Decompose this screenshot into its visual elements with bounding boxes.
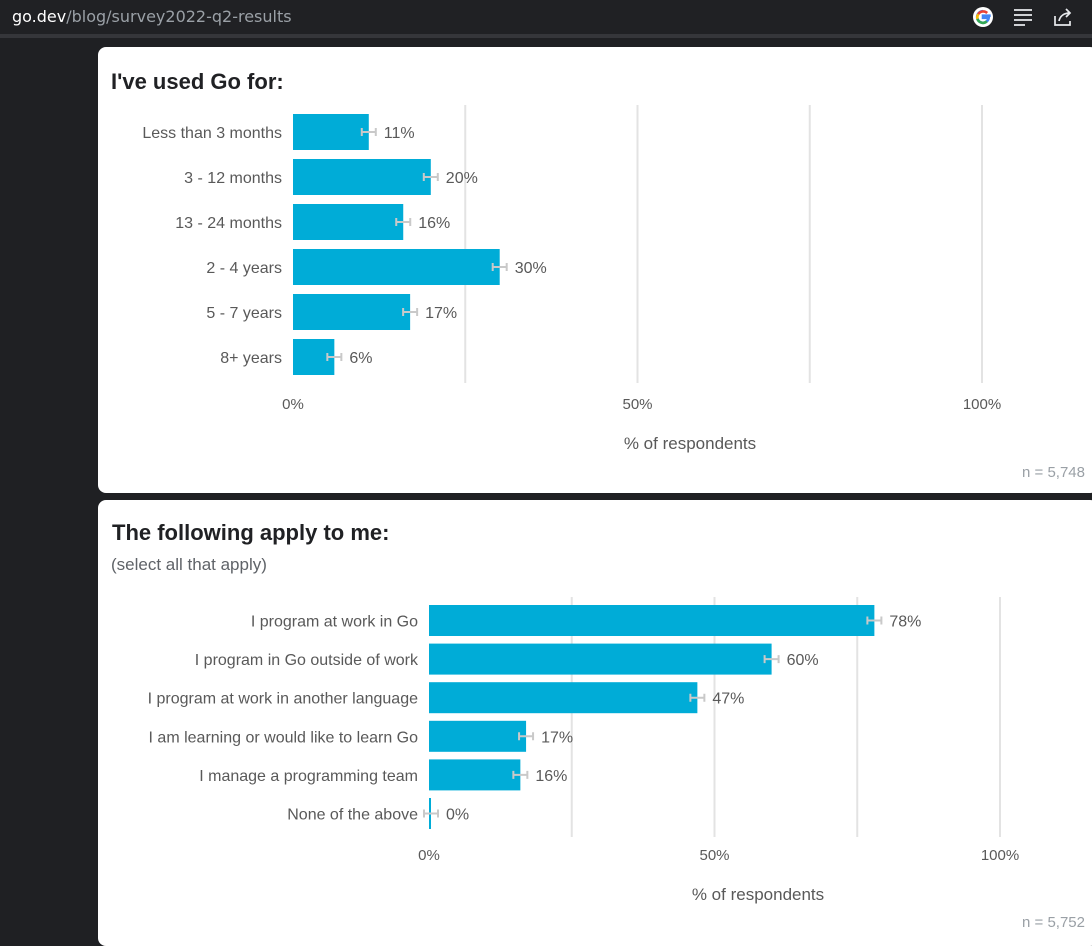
error-bar	[866, 616, 883, 625]
error-bar	[402, 308, 419, 316]
category-label: 5 - 7 years	[206, 305, 282, 322]
bar-chart-years-using-go: Less than 3 months 11% 3 - 12 months 20% 13 …	[142, 105, 1001, 453]
bar	[293, 294, 411, 330]
x-tick-label: 0%	[418, 847, 440, 864]
bar	[293, 204, 404, 240]
category-label: I program at work in Go	[251, 614, 418, 631]
value-label: 30%	[515, 260, 547, 277]
value-label: 6%	[349, 350, 372, 367]
value-label: 60%	[787, 652, 819, 669]
category-label: 8+ years	[220, 350, 282, 367]
bar-chart-apply-to-me: I program at work in Go 78% I program in G…	[148, 597, 1019, 904]
sample-size-label: n = 5,748	[1022, 464, 1085, 481]
chart-subtitle: (select all that apply)	[111, 555, 267, 574]
chart-title: I've used Go for:	[111, 69, 284, 94]
sample-size-label: n = 5,752	[1022, 914, 1085, 931]
bar	[429, 643, 772, 675]
error-bar	[360, 128, 377, 136]
bar	[429, 759, 521, 791]
chart-title: The following apply to me:	[112, 520, 390, 545]
category-label: None of the above	[287, 807, 418, 824]
error-bar	[422, 173, 439, 181]
bar	[429, 720, 527, 752]
category-label: Less than 3 months	[142, 125, 282, 142]
chart-card-apply-to-me: The following apply to me: (select all t…	[98, 500, 1092, 946]
url-path: /blog/survey2022-q2-results	[66, 7, 292, 26]
x-axis-label: % of respondents	[692, 885, 824, 904]
bar	[293, 114, 369, 150]
url-host: go.dev	[12, 7, 67, 26]
error-bar	[763, 655, 780, 664]
value-label: 17%	[425, 305, 457, 322]
value-label: 16%	[418, 215, 450, 232]
value-label: 17%	[541, 729, 573, 746]
category-label: 13 - 24 months	[175, 215, 282, 232]
error-bar	[326, 353, 343, 361]
address-bar[interactable]: go.dev/blog/survey2022-q2-results	[12, 6, 292, 28]
x-tick-label: 50%	[622, 396, 652, 413]
bar	[293, 159, 431, 195]
x-tick-label: 100%	[981, 847, 1019, 864]
error-bar	[689, 693, 706, 702]
x-tick-label: 0%	[282, 396, 304, 413]
bar	[429, 605, 875, 636]
toolbar-divider	[0, 34, 1092, 38]
browser-toolbar: go.dev/blog/survey2022-q2-results	[0, 0, 1092, 34]
error-bar	[491, 263, 508, 271]
error-bar	[423, 809, 439, 818]
bar	[293, 249, 500, 285]
bar	[429, 682, 698, 714]
category-label: 3 - 12 months	[184, 170, 282, 187]
reader-mode-icon[interactable]	[1012, 6, 1034, 28]
chart-card-years-using-go: I've used Go for: Less than 3 months 11% 3…	[98, 47, 1092, 493]
category-label: I program at work in another language	[148, 691, 418, 708]
category-label: I manage a programming team	[199, 768, 418, 785]
value-label: 16%	[535, 768, 567, 785]
value-label: 78%	[889, 614, 921, 631]
value-label: 20%	[446, 170, 478, 187]
x-axis-label: % of respondents	[624, 434, 756, 453]
x-tick-label: 50%	[699, 847, 729, 864]
x-tick-label: 100%	[963, 396, 1001, 413]
category-label: 2 - 4 years	[206, 260, 282, 277]
value-label: 0%	[446, 807, 469, 824]
error-bar	[512, 770, 529, 779]
google-icon[interactable]	[972, 6, 994, 28]
category-label: I program in Go outside of work	[195, 652, 419, 669]
category-label: I am learning or would like to learn Go	[149, 729, 419, 746]
share-icon[interactable]	[1052, 6, 1074, 28]
value-label: 11%	[384, 125, 415, 142]
value-label: 47%	[712, 691, 744, 708]
error-bar	[518, 732, 535, 741]
error-bar	[395, 218, 412, 226]
